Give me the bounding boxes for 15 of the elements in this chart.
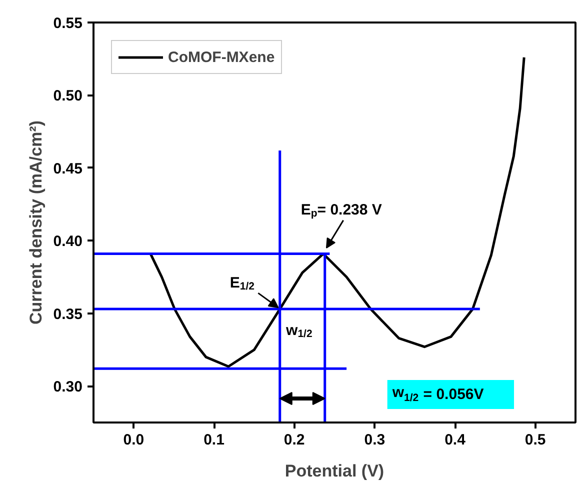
x-tick-label: 0.5 (524, 432, 546, 448)
x-tick-label: 0.3 (364, 432, 386, 448)
y-tick-label: 0.35 (53, 306, 83, 323)
y-tick-label: 0.30 (53, 378, 83, 396)
y-tick-label: 0.45 (53, 160, 83, 178)
legend-label: CoMOF-MXene (168, 48, 275, 66)
y-tick-label: 0.55 (53, 15, 83, 32)
x-tick-label: 0.0 (123, 432, 144, 448)
y-axis-title: Current density (mA/cm²) (26, 120, 46, 325)
y-tick-label: 0.50 (53, 88, 83, 105)
y-tick-label: 0.40 (53, 233, 83, 250)
x-tick-label: 0.2 (284, 432, 305, 448)
x-tick-label: 0.4 (444, 432, 466, 448)
x-axis-title: Potential (V) (284, 462, 384, 480)
x-tick-label: 0.1 (204, 432, 224, 448)
